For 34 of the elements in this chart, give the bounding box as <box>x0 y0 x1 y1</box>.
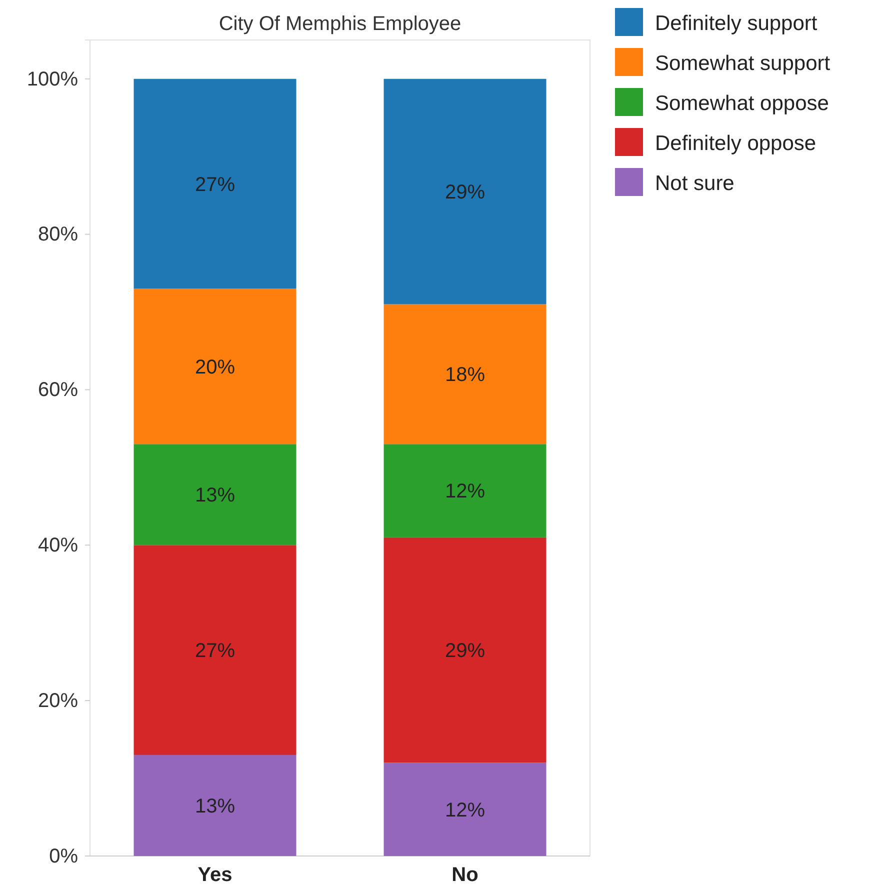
data-label: 13% <box>194 484 236 507</box>
data-label: 12% <box>444 799 486 822</box>
legend-label: Somewhat support <box>655 52 830 75</box>
data-label: 27% <box>194 174 236 196</box>
bar <box>384 78 546 304</box>
data-label: 29% <box>444 182 486 204</box>
bar <box>384 537 546 763</box>
bar <box>384 444 546 538</box>
legend-label: Not sure <box>655 172 734 195</box>
bar <box>134 78 296 289</box>
y-tick-label: 40% <box>38 534 78 557</box>
chart-title: City Of Memphis Employee <box>218 13 462 35</box>
y-tick-label: 0% <box>49 845 78 868</box>
bar <box>134 444 296 546</box>
data-label: 18% <box>444 364 486 386</box>
data-label: 12% <box>444 480 486 503</box>
bar <box>134 545 296 755</box>
legend-label: Somewhat oppose <box>655 92 829 115</box>
bar <box>134 754 296 856</box>
bar <box>384 304 546 444</box>
bar <box>134 288 296 444</box>
y-tick-label: 20% <box>38 690 78 712</box>
x-tick-label: Yes <box>198 864 232 886</box>
data-label: 13% <box>194 795 236 818</box>
legend-label: Definitely support <box>655 12 818 35</box>
y-tick-label: 60% <box>38 379 78 402</box>
y-tick-label: 100% <box>26 68 78 90</box>
y-tick-label: 80% <box>38 224 78 246</box>
data-label: 20% <box>194 356 236 378</box>
x-tick-label: No <box>452 864 478 886</box>
legend-label: Definitely oppose <box>655 132 816 155</box>
bar <box>384 762 546 856</box>
data-label: 29% <box>444 640 486 662</box>
data-label: 27% <box>194 640 236 662</box>
